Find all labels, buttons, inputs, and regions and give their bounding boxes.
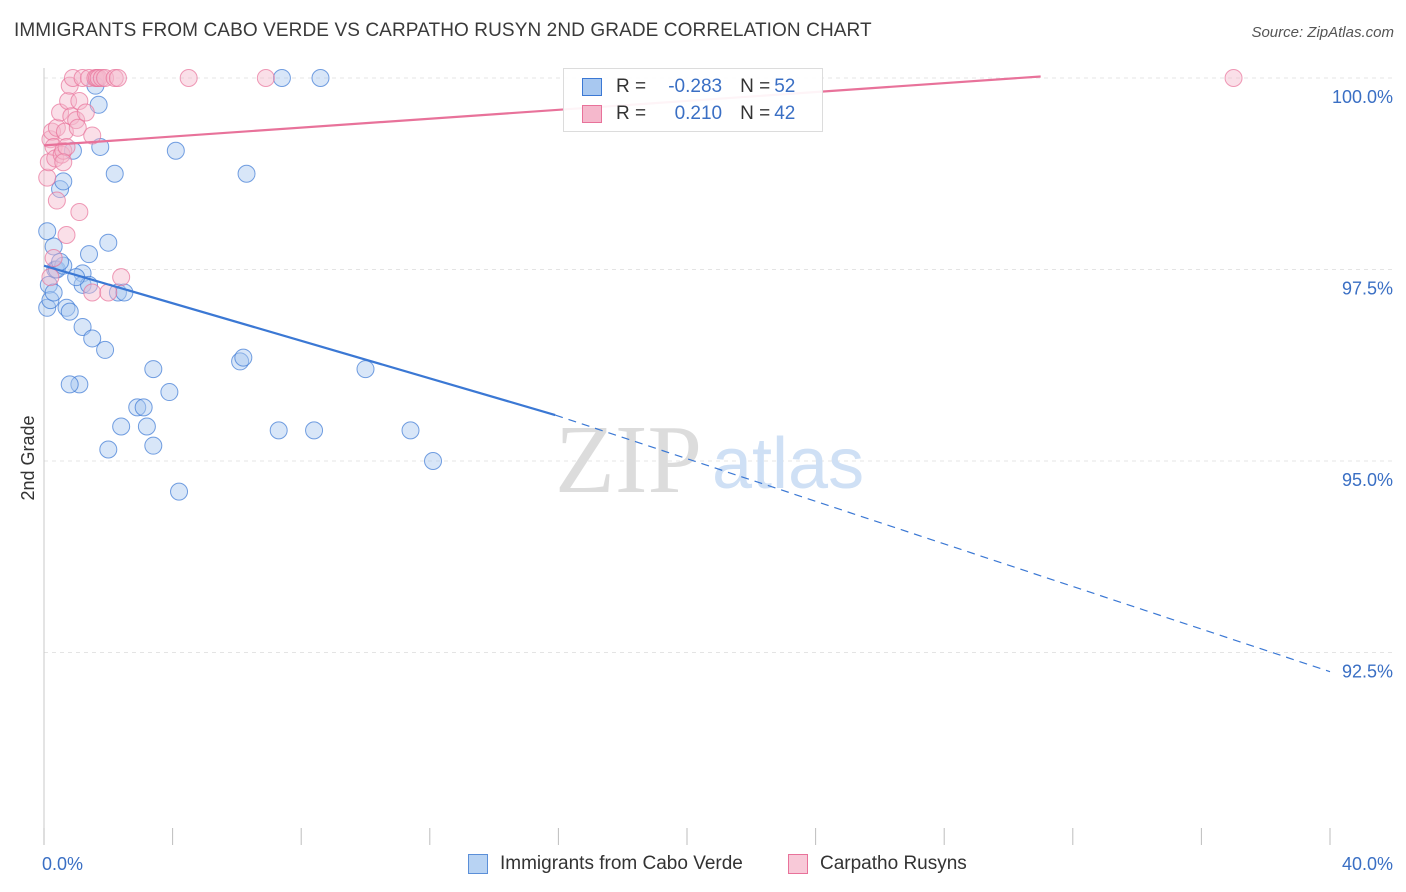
- legend-item-carpatho[interactable]: Carpatho Rusyns: [788, 851, 967, 877]
- carpatho-point: [1224, 69, 1243, 87]
- blue-swatch: [582, 78, 602, 96]
- carpatho-point: [47, 191, 66, 210]
- x-tick-label: 40.0%: [1342, 854, 1393, 874]
- cabo-verde-point: [424, 452, 443, 470]
- y-tick-label: 92.5%: [1342, 662, 1393, 682]
- carpatho-point: [83, 283, 102, 302]
- cabo-verde-point: [54, 172, 73, 191]
- cabo-verde-point: [166, 141, 185, 160]
- cabo-verde-trend-line: [43, 264, 556, 417]
- watermark-atlas: atlas: [712, 424, 864, 504]
- carpatho-point: [57, 226, 76, 245]
- watermark: ZIP atlas: [555, 406, 864, 514]
- n-label: N =: [740, 103, 771, 124]
- legend-item-cabo-verde[interactable]: Immigrants from Cabo Verde: [468, 851, 743, 877]
- cabo-verde-point: [237, 164, 256, 183]
- legend-label: Immigrants from Cabo Verde: [500, 853, 743, 874]
- carpatho-point: [83, 126, 102, 145]
- carpatho-point: [68, 118, 87, 137]
- chart-title: IMMIGRANTS FROM CABO VERDE VS CARPATHO R…: [14, 20, 872, 41]
- carpatho-point: [112, 268, 131, 287]
- cabo-verde-trend-extension: [554, 414, 1331, 673]
- cabo-verde-point: [305, 421, 324, 440]
- cabo-verde-point: [70, 375, 89, 394]
- pink-swatch: [788, 854, 808, 874]
- r-label: R =: [616, 103, 647, 124]
- cabo-verde-point: [137, 417, 156, 436]
- cabo-verde-point: [356, 360, 375, 379]
- cabo-verde-point: [160, 383, 179, 402]
- carpatho-point: [73, 69, 92, 87]
- cabo-verde-point: [80, 245, 99, 264]
- blue-swatch: [468, 854, 488, 874]
- y-axis-title: 2nd Grade: [18, 415, 38, 500]
- cabo-verde-point: [144, 436, 163, 455]
- cabo-verde-point: [170, 482, 189, 501]
- carpatho-point: [54, 153, 73, 172]
- source-credit: Source: ZipAtlas.com: [1251, 24, 1394, 41]
- cabo-verde-point: [44, 283, 63, 302]
- n-label: N =: [740, 76, 771, 97]
- carpatho-point: [41, 268, 60, 287]
- watermark-zip: ZIP: [555, 406, 702, 514]
- r-label: R =: [616, 76, 647, 97]
- cabo-verde-point: [96, 340, 115, 359]
- carpatho-point: [179, 69, 198, 87]
- cabo-verde-point: [38, 222, 57, 241]
- carpatho-point: [57, 137, 76, 156]
- cabo-verde-point: [128, 398, 147, 417]
- x-tick-label: 0.0%: [42, 854, 83, 874]
- cabo-verde-point: [99, 233, 118, 252]
- carpatho-point: [256, 69, 275, 87]
- cabo-verde-point: [99, 440, 118, 459]
- carpatho-trend-line: [43, 75, 1041, 147]
- n-value: 42: [774, 103, 796, 124]
- cabo-verde-point: [134, 398, 153, 417]
- r-value: 0.210: [674, 103, 723, 124]
- cabo-verde-point: [144, 360, 163, 379]
- pink-swatch: [582, 105, 602, 123]
- cabo-verde-point: [401, 421, 420, 440]
- legend-label: Carpatho Rusyns: [820, 853, 967, 874]
- carpatho-point: [70, 91, 89, 110]
- y-tick-label: 100.0%: [1332, 87, 1393, 107]
- carpatho-point: [44, 249, 63, 268]
- carpatho-point: [76, 103, 95, 122]
- carpatho-point: [38, 168, 57, 187]
- cabo-verde-point: [105, 164, 124, 183]
- correlation-legend: R = -0.283 N = 52 R = 0.210 N = 42: [563, 68, 823, 132]
- y-tick-label: 95.0%: [1342, 470, 1393, 490]
- trend-lines: [43, 75, 1331, 673]
- cabo-verde-point: [112, 417, 131, 436]
- carpatho-point: [67, 111, 86, 130]
- axes: [43, 68, 1331, 845]
- cabo-verde-point: [60, 302, 79, 321]
- cabo-verde-point: [311, 69, 330, 87]
- carpatho-point: [70, 203, 89, 222]
- cabo-verde-point: [269, 421, 288, 440]
- y-tick-label: 97.5%: [1342, 279, 1393, 299]
- tick-labels: 100.0% 97.5% 95.0% 92.5% 0.0% 40.0%: [42, 87, 1393, 874]
- data-points: [38, 69, 1243, 501]
- n-value: 52: [774, 76, 796, 97]
- cabo-verde-point: [73, 317, 92, 336]
- cabo-verde-point: [272, 69, 291, 87]
- carpatho-point: [108, 69, 127, 87]
- r-value: -0.283: [668, 76, 723, 97]
- cabo-verde-point: [234, 348, 253, 367]
- carpatho-point: [63, 69, 82, 87]
- legend-row-carpatho: R = 0.210 N = 42: [582, 101, 814, 127]
- carpatho-point: [96, 69, 115, 87]
- cabo-verde-point: [83, 329, 102, 348]
- cabo-verde-point: [60, 375, 79, 394]
- legend-row-cabo-verde: R = -0.283 N = 52: [582, 74, 814, 100]
